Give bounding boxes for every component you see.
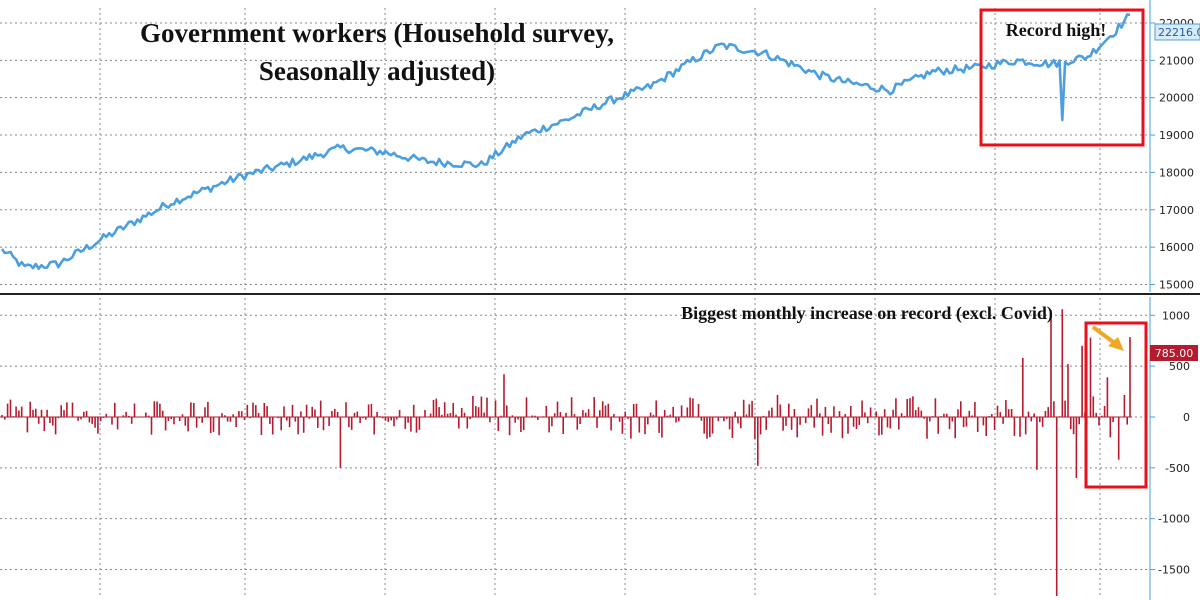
top-last-value-label: 22216.0: [1158, 26, 1200, 39]
annotation-arrow: [1091, 325, 1124, 351]
bottom-last-value-badge: [1150, 345, 1198, 361]
top-y-tick-label: 19000: [1159, 129, 1194, 142]
top-panel-grid: [0, 8, 1148, 292]
top-y-tick-label: 17000: [1159, 204, 1194, 217]
top-y-tick-label: 15000: [1159, 279, 1194, 292]
top-y-tick-label: 18000: [1159, 166, 1194, 179]
government-workers-line: [0, 13, 1131, 270]
bottom-last-value-label: 785.00: [1155, 347, 1194, 360]
biggest-increase-highlight-box: [1084, 321, 1148, 489]
top-y-tick-label: 21000: [1159, 54, 1194, 67]
bottom-panel-grid: [0, 298, 1148, 598]
bottom-panel-series: [0, 309, 1132, 596]
top-y-tick-label: 20000: [1159, 92, 1194, 105]
axis-ticks: 1500016000170001800019000200002100022000…: [1149, 0, 1194, 600]
bottom-y-tick-label: -500: [1165, 462, 1190, 475]
chart-title-line-2: Seasonally adjusted): [259, 56, 495, 86]
top-last-value-badge: [1154, 23, 1200, 41]
bottom-y-tick-label: -1000: [1158, 513, 1190, 526]
bottom-y-tick-label: 0: [1183, 411, 1190, 424]
record-high-annotation: Record high!: [1006, 20, 1107, 40]
chart-title-line-1: Government workers (Household survey,: [140, 18, 614, 48]
bottom-y-tick-label: -1500: [1158, 564, 1190, 577]
record-high-highlight-box: [979, 8, 1145, 147]
top-panel-series: [0, 13, 1131, 270]
bottom-y-tick-label: 1000: [1162, 309, 1190, 322]
bottom-y-tick-label: 500: [1169, 360, 1190, 373]
biggest-increase-annotation: Biggest monthly increase on record (excl…: [681, 303, 1053, 324]
top-y-tick-label: 16000: [1159, 241, 1194, 254]
